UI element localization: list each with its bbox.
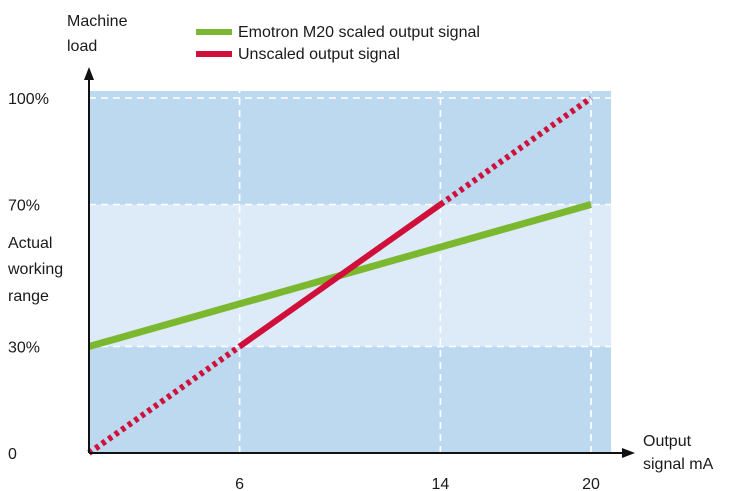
series-unscaled-lower-dotted (87, 344, 242, 456)
legend: Emotron M20 scaled output signal Unscale… (196, 24, 480, 63)
x-tick-labels: 6 14 20 (235, 476, 600, 491)
series-unscaled-solid (237, 202, 443, 349)
lower-band (89, 346, 612, 453)
x-axis-arrow (622, 448, 635, 458)
y-axis-arrow (84, 67, 94, 80)
legend-swatch-unscaled (196, 51, 232, 57)
grid-lines (89, 91, 612, 453)
upper-band (89, 91, 612, 205)
legend-label-scaled: Emotron M20 scaled output signal (238, 24, 480, 41)
series-layer (87, 95, 593, 456)
legend-label-unscaled: Unscaled output signal (238, 46, 400, 63)
y-tick-labels: 0 30% 70% 100% (8, 91, 49, 463)
legend-swatch-scaled (196, 29, 232, 35)
x-tick-label-6: 6 (235, 476, 244, 491)
x-tick-label-20: 20 (582, 476, 600, 491)
y-tick-label-100pct: 100% (8, 91, 49, 108)
y-tick-label-0: 0 (8, 446, 17, 463)
x-tick-label-14: 14 (432, 476, 450, 491)
x-axis-title: Output signal mA (643, 433, 714, 473)
y-tick-label-70pct: 70% (8, 198, 40, 215)
y-tick-label-30pct: 30% (8, 340, 40, 357)
y-axis-title: Machine load (67, 13, 132, 55)
series-unscaled-upper-dotted (438, 95, 593, 207)
working-range-label: Actual working range (7, 235, 68, 305)
